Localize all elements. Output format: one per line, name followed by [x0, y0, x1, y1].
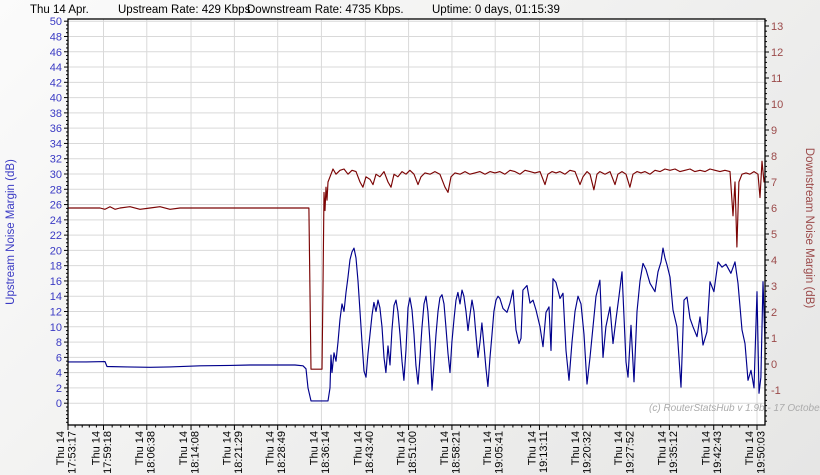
right-axis-tick-label: 10	[771, 99, 783, 111]
left-axis-tick-label: 50	[50, 16, 62, 28]
left-axis-tick-label: 24	[50, 215, 62, 227]
right-axis-tick-label: 1	[771, 333, 777, 345]
left-axis-tick-label: 18	[50, 261, 62, 273]
left-axis-tick-label: 40	[50, 93, 62, 105]
left-axis-tick-label: 10	[50, 322, 62, 334]
x-axis-tick-label: Thu 1419:50:03	[744, 431, 768, 474]
left-axis-tick-label: 32	[50, 154, 62, 166]
left-axis-tick-label: 12	[50, 307, 62, 319]
status-downstream-rate: Downstream Rate: 4735 Kbps.	[247, 4, 404, 16]
left-axis-tick-label: 36	[50, 123, 62, 135]
left-axis-tick-label: 34	[50, 138, 62, 150]
x-axis-tick-label: Thu 1418:51:00	[396, 431, 420, 474]
right-axis-tick-label: 11	[771, 73, 782, 85]
plot-area	[68, 19, 765, 425]
status-uptime: Uptime: 0 days, 01:15:39	[432, 4, 560, 16]
left-axis-title: Upstream Noise Margin (dB)	[5, 159, 17, 305]
x-axis-tick-label: Thu 1418:36:14	[308, 431, 332, 474]
left-axis-tick-label: 48	[50, 31, 62, 43]
left-axis-labels: 0246810121416182022242628303234363840424…	[50, 16, 62, 410]
x-axis-tick-label: Thu 1418:06:38	[134, 431, 158, 474]
left-axis-tick-label: 26	[50, 200, 62, 212]
x-axis-tick-label: Thu 1418:43:40	[352, 431, 376, 474]
upstream-noise-margin-line	[68, 247, 765, 402]
right-axis-tick-label: 4	[771, 255, 777, 267]
left-axis-tick-label: 22	[50, 230, 62, 242]
plot-border	[67, 18, 766, 426]
right-axis-title: Downstream Noise Margin (dB)	[803, 148, 815, 309]
right-axis-tick-label: 7	[771, 177, 777, 189]
left-axis-tick-label: 16	[50, 276, 62, 288]
left-axis-tick-label: 38	[50, 108, 62, 120]
x-axis-tick-label: Thu 1417:53:17	[55, 431, 79, 474]
status-upstream-rate: Upstream Rate: 429 Kbps.	[118, 4, 254, 16]
right-axis-tick-label: 13	[771, 21, 783, 33]
x-axis-tick-label: Thu 1419:35:12	[656, 431, 680, 474]
status-date: Thu 14 Apr.	[30, 4, 89, 16]
watermark-text: (c) RouterStatsHub v 1.9b - 17 October 2	[649, 403, 820, 414]
right-axis-tick-label: 8	[771, 151, 777, 163]
axis-ticks	[64, 20, 769, 430]
x-axis-tick-label: Thu 1418:14:08	[178, 431, 202, 474]
right-axis-tick-label: 12	[771, 47, 783, 59]
left-axis-tick-label: 44	[50, 62, 62, 74]
x-axis-tick-label: Thu 1419:27:52	[613, 431, 637, 474]
left-axis-tick-label: 20	[50, 245, 62, 257]
x-axis-labels: Thu 1417:53:17 Thu 1417:59:18 Thu 1418:06:…	[55, 431, 768, 474]
x-axis-tick-label: Thu 1418:58:21	[439, 431, 463, 474]
left-axis-tick-label: 28	[50, 184, 62, 196]
x-axis-tick-label: Thu 1419:20:32	[570, 431, 594, 474]
right-axis-tick-label: 0	[771, 359, 777, 371]
horizontal-gridlines	[68, 20, 765, 404]
right-axis-tick-label: 6	[771, 203, 777, 215]
right-axis-tick-label: -1	[771, 385, 781, 397]
right-axis-tick-label: 3	[771, 281, 777, 293]
left-axis-tick-label: 6	[56, 352, 62, 364]
x-axis-tick-label: Thu 1418:28:49	[265, 431, 289, 474]
x-axis-tick-label: Thu 1418:21:29	[221, 431, 245, 474]
left-axis-tick-label: 4	[56, 368, 62, 380]
x-axis-tick-label: Thu 1419:42:43	[701, 431, 725, 474]
downstream-noise-margin-line	[68, 160, 765, 370]
left-axis-tick-label: 2	[56, 383, 62, 395]
series-layer	[68, 160, 765, 402]
right-axis-tick-label: 2	[771, 307, 777, 319]
x-axis-tick-label: Thu 1419:13:11	[527, 431, 551, 473]
x-axis-tick-label: Thu 1419:05:41	[482, 431, 506, 474]
left-axis-tick-label: 8	[56, 337, 62, 349]
right-axis-tick-label: 9	[771, 125, 777, 137]
left-axis-tick-label: 30	[50, 169, 62, 181]
left-axis-tick-label: 42	[50, 77, 62, 89]
x-axis-tick-label: Thu 1417:59:18	[91, 431, 115, 474]
left-axis-tick-label: 46	[50, 47, 62, 59]
right-axis-tick-label: 5	[771, 229, 777, 241]
left-axis-tick-label: 14	[50, 291, 62, 303]
vertical-gridlines	[103, 19, 758, 425]
left-axis-tick-label: 0	[56, 398, 62, 410]
